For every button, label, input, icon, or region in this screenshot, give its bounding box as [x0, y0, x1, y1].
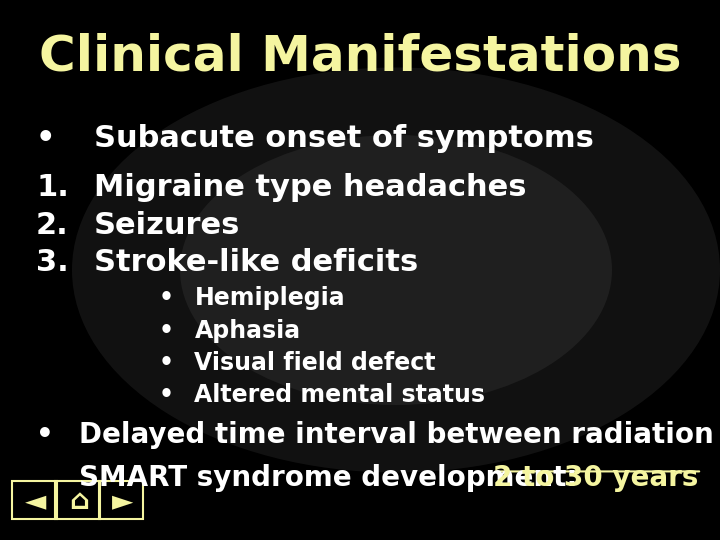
Text: 2.: 2.	[36, 211, 68, 240]
Text: 2 to 30 years: 2 to 30 years	[493, 464, 698, 492]
Text: 3.: 3.	[36, 248, 68, 278]
Text: Delayed time interval between radiation and: Delayed time interval between radiation …	[79, 421, 720, 449]
Text: •: •	[158, 319, 174, 342]
Text: ◄: ◄	[25, 487, 47, 515]
Text: Stroke-like deficits: Stroke-like deficits	[94, 248, 418, 278]
Text: Aphasia: Aphasia	[194, 319, 300, 342]
Text: Seizures: Seizures	[94, 211, 240, 240]
Text: Altered mental status: Altered mental status	[194, 383, 485, 407]
Text: Migraine type headaches: Migraine type headaches	[94, 173, 526, 202]
Text: SMART syndrome development:: SMART syndrome development:	[79, 464, 588, 492]
Text: Clinical Manifestations: Clinical Manifestations	[39, 32, 681, 80]
Text: Hemiplegia: Hemiplegia	[194, 286, 345, 310]
Text: •: •	[36, 421, 54, 449]
Text: •: •	[158, 286, 174, 310]
Ellipse shape	[180, 135, 612, 405]
Text: 1.: 1.	[36, 173, 69, 202]
Text: Subacute onset of symptoms: Subacute onset of symptoms	[94, 124, 593, 153]
Ellipse shape	[72, 68, 720, 472]
Text: •: •	[36, 124, 55, 153]
Text: •: •	[158, 351, 174, 375]
Text: Visual field defect: Visual field defect	[194, 351, 436, 375]
Text: •: •	[158, 383, 174, 407]
Text: ⌂: ⌂	[69, 487, 89, 515]
Text: ►: ►	[112, 487, 133, 515]
